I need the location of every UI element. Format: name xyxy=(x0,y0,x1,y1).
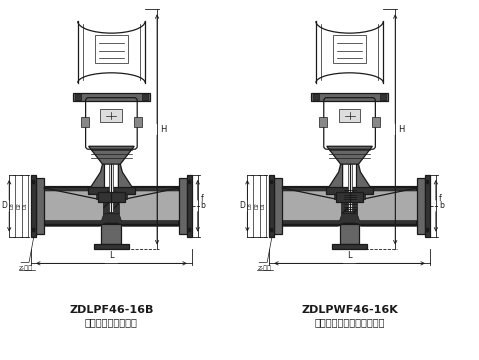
Bar xyxy=(311,93,388,100)
Text: D2: D2 xyxy=(16,202,21,209)
Bar xyxy=(187,175,192,237)
Text: ZDLPWF46-16K: ZDLPWF46-16K xyxy=(301,305,398,315)
Bar xyxy=(417,178,425,234)
Text: H: H xyxy=(398,125,405,134)
Text: L: L xyxy=(347,251,352,260)
Polygon shape xyxy=(342,191,357,214)
Text: 衯氟电动单座调节阀: 衯氟电动单座调节阀 xyxy=(85,317,138,327)
Bar xyxy=(340,224,359,243)
Polygon shape xyxy=(44,187,179,226)
Text: f: f xyxy=(439,194,442,203)
Text: L: L xyxy=(109,251,114,260)
Bar xyxy=(188,180,191,184)
Text: ZDLPF46-16B: ZDLPF46-16B xyxy=(69,305,154,315)
Bar xyxy=(134,117,142,126)
Bar xyxy=(94,35,128,63)
Polygon shape xyxy=(103,191,119,214)
Polygon shape xyxy=(282,187,417,226)
Text: f: f xyxy=(201,194,204,203)
Bar xyxy=(372,117,380,126)
Bar xyxy=(188,228,191,231)
Bar xyxy=(142,94,148,100)
Bar xyxy=(32,180,35,184)
Bar xyxy=(102,224,121,243)
Text: Z-封口: Z-封口 xyxy=(257,265,271,271)
Bar xyxy=(331,243,367,249)
Bar xyxy=(36,178,44,234)
Text: D1: D1 xyxy=(260,202,265,209)
Bar xyxy=(348,164,352,212)
Bar xyxy=(426,180,429,184)
Polygon shape xyxy=(326,164,342,192)
Text: D: D xyxy=(240,201,245,210)
Text: D1: D1 xyxy=(22,202,27,209)
Bar xyxy=(333,35,366,63)
Text: D3: D3 xyxy=(247,202,252,209)
Bar xyxy=(88,187,135,194)
Bar xyxy=(80,117,89,126)
Text: D2: D2 xyxy=(254,202,259,209)
Bar xyxy=(339,109,361,122)
Bar xyxy=(426,228,429,231)
Bar xyxy=(380,94,386,100)
Text: D: D xyxy=(1,201,7,210)
Bar xyxy=(32,228,35,231)
Bar xyxy=(109,164,114,212)
Text: b: b xyxy=(201,201,205,210)
Bar xyxy=(270,228,273,231)
Polygon shape xyxy=(356,164,373,192)
Bar xyxy=(73,93,150,100)
Bar xyxy=(270,180,273,184)
Text: H: H xyxy=(160,125,166,134)
Polygon shape xyxy=(118,164,135,192)
Bar xyxy=(425,175,430,237)
Text: b: b xyxy=(439,201,444,210)
Text: D3: D3 xyxy=(9,202,14,209)
Bar xyxy=(269,175,274,237)
Text: 衯氟电动单座波纹管调节阀: 衯氟电动单座波纹管调节阀 xyxy=(314,317,385,327)
Bar xyxy=(93,243,129,249)
Bar xyxy=(95,194,127,199)
Bar xyxy=(319,117,327,126)
Polygon shape xyxy=(89,146,134,164)
Bar xyxy=(334,194,365,199)
Polygon shape xyxy=(280,191,419,221)
Bar xyxy=(101,109,122,122)
Bar xyxy=(326,187,373,194)
Bar xyxy=(98,192,125,202)
Bar xyxy=(274,178,282,234)
Bar xyxy=(313,94,319,100)
Bar xyxy=(31,175,36,237)
Bar xyxy=(179,178,187,234)
Polygon shape xyxy=(327,146,372,164)
Bar xyxy=(75,94,80,100)
Text: Z-封口: Z-封口 xyxy=(19,265,33,271)
Polygon shape xyxy=(88,164,104,192)
Polygon shape xyxy=(42,191,181,221)
Bar xyxy=(336,192,364,202)
